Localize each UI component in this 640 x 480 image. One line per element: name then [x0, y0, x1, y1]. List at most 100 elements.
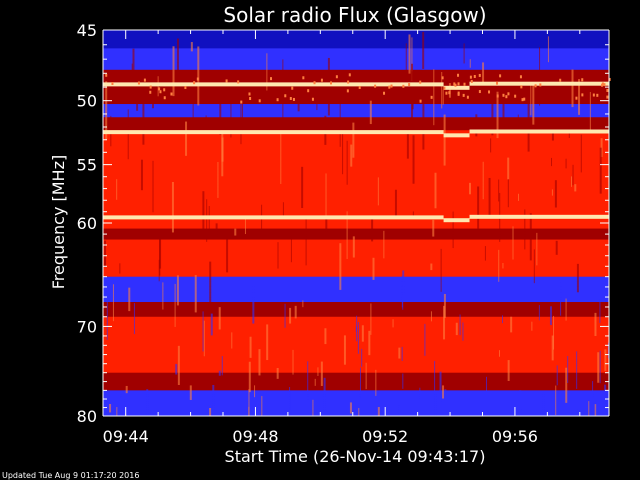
spectrogram-streak: [325, 173, 327, 217]
speckle: [196, 77, 199, 81]
spectrogram-streak: [221, 137, 224, 162]
speckle: [292, 97, 295, 101]
speckle: [346, 89, 349, 93]
spectrogram-band: [103, 200, 609, 204]
speckle: [523, 97, 526, 101]
spectrogram-band: [103, 271, 609, 275]
speckle: [496, 81, 499, 85]
speckle: [559, 78, 562, 82]
spectrogram-streak: [604, 384, 607, 416]
spectrogram-streak: [258, 349, 261, 376]
speckle: [521, 98, 524, 102]
spectrogram-band: [103, 146, 609, 150]
spectrogram-streak: [549, 306, 552, 325]
spectrogram-band: [103, 405, 609, 409]
speckle: [606, 95, 609, 99]
spectrogram-band: [103, 104, 609, 108]
speckle: [329, 81, 332, 85]
spectrogram-streak: [349, 402, 352, 414]
spectrogram-streak: [539, 47, 541, 106]
spectrogram-band: [103, 211, 609, 216]
spectrogram-streak: [576, 351, 578, 389]
spectrogram-streak: [294, 305, 297, 319]
spectrogram-streak: [266, 324, 269, 361]
spectrogram-streak: [577, 408, 579, 415]
spectrogram-streak: [434, 172, 437, 209]
spectrogram-band: [103, 73, 609, 78]
spectrogram-streak: [571, 69, 574, 108]
footer-updated: Updated Tue Aug 9 01:17:20 2016: [2, 471, 139, 480]
spectrogram-streak: [266, 53, 268, 91]
spectrogram-streak: [249, 336, 252, 358]
spectrogram-streak: [570, 176, 572, 187]
bright-line: [469, 81, 609, 86]
spectrogram-band: [103, 316, 609, 320]
spectrogram-streak: [565, 298, 567, 321]
spectrogram-streak: [498, 249, 500, 282]
spectrogram-band: [103, 37, 609, 42]
bright-line: [103, 130, 444, 135]
spectrogram-streak: [501, 315, 503, 324]
spectrogram-band: [103, 110, 609, 115]
spectrogram-band: [103, 136, 609, 141]
speckle: [291, 86, 294, 90]
spectrogram-streak: [109, 403, 112, 413]
spectrogram-band: [103, 100, 609, 105]
spectrogram-streak: [185, 121, 188, 156]
spectrogram-streak: [358, 408, 360, 416]
spectrogram-streak: [488, 177, 491, 219]
spectrogram-streak: [197, 46, 200, 106]
spectrogram-band: [103, 403, 609, 406]
spectrogram-band: [103, 274, 609, 278]
spectrogram-streak: [439, 371, 442, 403]
spectrogram-streak: [218, 370, 221, 376]
spectrogram-band: [103, 286, 609, 290]
speckle: [473, 74, 476, 78]
spectrogram-streak: [443, 114, 446, 166]
spectrogram-streak: [405, 43, 407, 72]
spectrogram-streak: [131, 63, 133, 76]
spectrogram-streak: [162, 282, 164, 310]
spectrogram-band: [103, 347, 609, 351]
speckle: [276, 98, 279, 102]
spectrogram-band: [103, 194, 609, 198]
chart-title: Solar radio Flux (Glasgow): [223, 3, 486, 27]
spectrogram-streak: [556, 365, 558, 386]
spectrogram-streak: [463, 43, 465, 64]
speckle: [478, 90, 481, 94]
spectrogram-band: [103, 133, 609, 138]
spectrogram-streak: [361, 325, 364, 342]
spectrogram-streak: [424, 323, 426, 356]
spectrogram-streak: [551, 127, 554, 141]
speckle: [430, 95, 433, 99]
x-tick-label: 09:52: [362, 427, 408, 446]
speckle: [313, 81, 316, 85]
spectrogram-streak: [346, 211, 348, 259]
spectrogram-streak: [580, 134, 582, 173]
spectrogram-band: [103, 319, 609, 323]
x-tick-label: 09:44: [103, 427, 149, 446]
spectrogram-streak: [457, 402, 459, 416]
spectrogram-streak: [132, 48, 135, 100]
spectrogram-streak: [158, 259, 160, 282]
spectrogram-streak: [177, 345, 180, 385]
spectrogram-band: [103, 139, 609, 144]
spectrogram-band: [103, 292, 609, 296]
spectrogram-band: [103, 126, 609, 131]
spectrogram-streak: [408, 34, 411, 74]
spectrogram-streak: [527, 103, 530, 152]
y-tick-label: 55: [77, 156, 97, 175]
spectrogram-band: [103, 223, 609, 227]
spectrogram-streak: [377, 407, 380, 416]
spectrogram-band: [103, 289, 609, 293]
spectrogram-streak: [593, 403, 596, 416]
spectrogram-band: [103, 304, 609, 308]
y-tick-label: 45: [77, 21, 97, 40]
spectrogram-streak: [346, 140, 348, 185]
speckle: [539, 83, 542, 87]
spectrogram-streak: [572, 164, 574, 186]
spectrogram-streak: [190, 42, 193, 52]
spectrogram-band: [103, 253, 609, 257]
spectrogram-streak: [507, 360, 510, 381]
y-tick-label: 70: [77, 317, 97, 336]
